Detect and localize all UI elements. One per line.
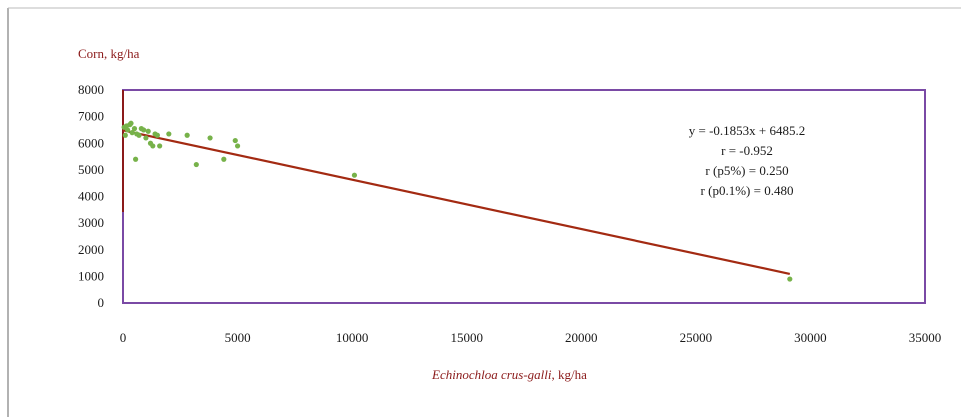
data-point [128, 120, 134, 126]
data-point [145, 128, 151, 134]
x-tick-label: 25000 [680, 330, 713, 345]
plot-area-border [122, 89, 926, 304]
data-point [207, 135, 213, 141]
x-tick-label: 30000 [794, 330, 827, 345]
data-point [133, 156, 139, 162]
data-point [221, 156, 227, 162]
data-point [150, 143, 156, 149]
y-tick-label: 8000 [78, 82, 104, 97]
y-tick-labels: 0 1000 2000 3000 4000 5000 6000 7000 8000 [78, 82, 104, 310]
data-point [232, 137, 238, 144]
y-tick-label: 3000 [78, 215, 104, 230]
y-tick-label: 4000 [78, 189, 104, 204]
x-tick-label: 0 [120, 330, 127, 345]
y-tick-label: 5000 [78, 162, 104, 177]
y-tick-label: 7000 [78, 109, 104, 124]
x-tick-label: 5000 [225, 330, 251, 345]
x-axis-label: Echinochloa crus-galli, kg/ha [431, 367, 587, 382]
data-point [157, 143, 163, 149]
regression-annotations: y = -0.1853x + 6485.2 r = -0.952 r (p5%) =… [689, 123, 806, 198]
data-point [787, 276, 793, 282]
x-axis-label-unit: , kg/ha [552, 367, 588, 382]
trendline [122, 129, 791, 275]
data-point [141, 127, 147, 133]
y-tick-label: 2000 [78, 242, 104, 257]
trendline-group [122, 129, 791, 275]
data-point [154, 132, 160, 138]
data-point [351, 172, 358, 178]
x-tick-label: 10000 [336, 330, 369, 345]
x-tick-labels: 0 5000 10000 15000 20000 25000 30000 35000 [120, 330, 942, 345]
data-point [193, 161, 199, 168]
x-tick-label: 20000 [565, 330, 598, 345]
x-tick-label: 15000 [450, 330, 483, 345]
y-tick-label: 0 [98, 295, 105, 310]
regression-annotation: r = -0.952 [721, 143, 773, 158]
data-point [129, 130, 135, 136]
data-point [131, 126, 138, 132]
data-point [143, 135, 149, 141]
regression-annotation: r (p0.1%) = 0.480 [701, 183, 794, 198]
data-point [166, 131, 172, 137]
data-point [122, 132, 128, 138]
y-tick-label: 6000 [78, 135, 104, 150]
y-axis-label: Corn, kg/ha [78, 46, 140, 61]
data-point [124, 127, 131, 133]
data-point [184, 132, 190, 138]
x-axis-label-species: Echinochloa crus-galli [431, 367, 552, 382]
x-tick-label: 35000 [909, 330, 942, 345]
data-point [234, 143, 241, 149]
regression-annotation: y = -0.1853x + 6485.2 [689, 123, 806, 138]
data-points [121, 120, 793, 282]
y-tick-label: 1000 [78, 268, 104, 283]
regression-annotation: r (p5%) = 0.250 [705, 163, 788, 178]
data-point [136, 132, 142, 138]
